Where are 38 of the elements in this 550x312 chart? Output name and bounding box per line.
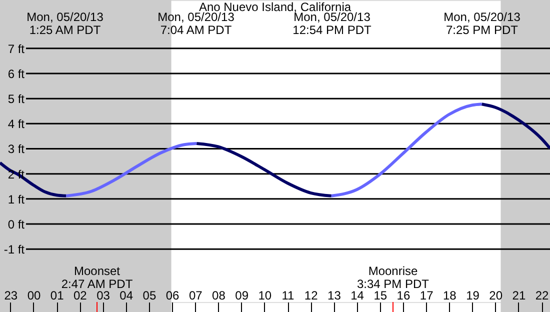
x-tick-label: 02 bbox=[73, 288, 88, 302]
x-tick-label: 17 bbox=[420, 288, 434, 302]
annotation: Mon, 05/20/13 1:25 AM PDT bbox=[26, 10, 104, 37]
x-tick-label: 05 bbox=[142, 288, 156, 302]
x-tick-label: 07 bbox=[188, 288, 203, 302]
annotation: Mon, 05/20/13 7:04 AM PDT bbox=[158, 10, 235, 37]
y-tick-label: 3 ft bbox=[8, 142, 26, 156]
y-tick-label: -1 ft bbox=[4, 242, 26, 257]
x-tick-label: 21 bbox=[512, 288, 526, 302]
line-series bbox=[195, 142, 333, 198]
x-tick-label: 00 bbox=[27, 288, 41, 302]
x-tick-label: 14 bbox=[350, 288, 364, 302]
x-tick-label: 23 bbox=[4, 288, 18, 302]
x-tick-label: 06 bbox=[166, 288, 180, 302]
x-tick-label: 16 bbox=[396, 288, 410, 302]
x-tick-label: 03 bbox=[96, 288, 110, 302]
annotation: Mon, 05/20/13 7:25 PM PDT bbox=[444, 10, 521, 37]
x-tick-label: 20 bbox=[489, 288, 503, 302]
x-tick-label: 04 bbox=[120, 288, 134, 302]
y-tick-label: 6 ft bbox=[8, 66, 26, 81]
x-tick-label: 11 bbox=[282, 288, 295, 302]
annotation: Moonrise 3:34 PM PDT bbox=[356, 264, 430, 291]
y-tick-label: 4 ft bbox=[8, 117, 26, 132]
x-tick-label: 01 bbox=[50, 288, 64, 302]
annotation: Moonset 2:47 AM PDT bbox=[61, 264, 134, 291]
y-tick-label: 0 ft bbox=[8, 217, 26, 232]
x-tick-label: 15 bbox=[374, 288, 388, 302]
y-tick-label: 7 ft bbox=[8, 42, 26, 56]
x-tick-label: 19 bbox=[466, 288, 480, 302]
x-tick-label: 09 bbox=[235, 288, 249, 302]
y-tick-label: 1 ft bbox=[8, 192, 26, 206]
x-tick-label: 22 bbox=[535, 288, 550, 302]
x-tick-label: 10 bbox=[258, 288, 272, 302]
x-tick-label: 18 bbox=[442, 288, 457, 302]
x-tick-label: 08 bbox=[212, 288, 226, 302]
x-tick-label: 13 bbox=[328, 288, 342, 302]
x-tick-label: 12 bbox=[304, 288, 318, 302]
y-tick-label: 5 ft bbox=[8, 92, 26, 106]
